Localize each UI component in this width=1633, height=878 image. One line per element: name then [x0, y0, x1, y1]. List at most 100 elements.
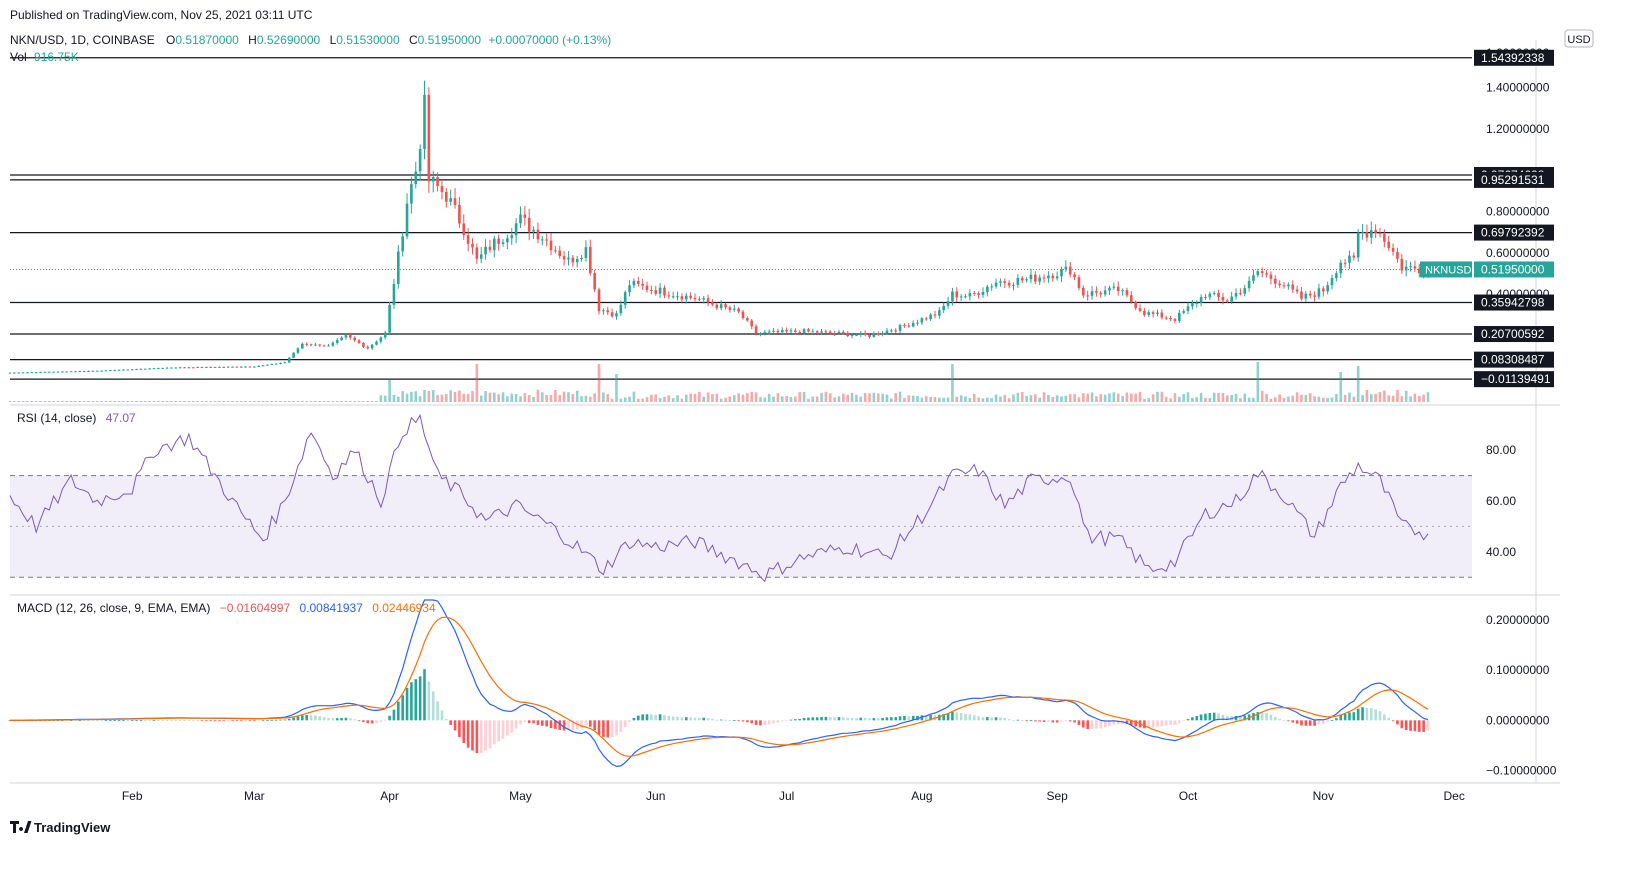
candle-body	[1304, 293, 1308, 299]
macd-histogram-bar	[65, 720, 69, 721]
candle-body	[514, 223, 518, 236]
volume-bar	[109, 401, 112, 402]
price-pane[interactable]: 1.40000000 1.20000000 0.80000000 0.60000000…	[8, 46, 1554, 402]
currency-button[interactable]	[1564, 29, 1594, 48]
tradingview-logo[interactable]: TradingView	[10, 820, 111, 835]
volume-bar	[1252, 397, 1255, 402]
macd-histogram-bar	[392, 709, 396, 721]
candle-body	[78, 371, 82, 373]
macd-histogram-bar	[344, 717, 348, 721]
candle-body	[824, 331, 828, 333]
macd-histogram-bar	[1330, 720, 1334, 721]
volume-bar	[606, 394, 610, 402]
volume-bar	[689, 393, 692, 402]
price-axis[interactable]: 1.40000000 1.20000000 0.80000000 0.60000000…	[1420, 46, 1554, 388]
macd-histogram-bar	[1130, 720, 1133, 726]
volume-bar	[427, 391, 431, 402]
candle-body	[994, 282, 998, 287]
candle-body	[209, 366, 213, 368]
macd-histogram-bar	[1012, 720, 1015, 721]
candle-body	[492, 238, 496, 251]
macd-histogram-bar	[143, 720, 147, 721]
candle-body	[1287, 284, 1290, 287]
candle-body	[1217, 292, 1220, 298]
volume-bar	[986, 397, 989, 402]
volume-bar	[916, 396, 919, 402]
candle-body	[702, 298, 706, 300]
candle-body	[226, 366, 230, 368]
macd-histogram-bar	[676, 716, 679, 721]
candle-body	[1073, 274, 1076, 278]
macd-histogram-bar	[645, 714, 649, 721]
volume-bar	[436, 395, 439, 402]
volume-bar	[1068, 394, 1072, 402]
macd-histogram-bar	[1164, 720, 1168, 726]
macd-histogram-bar	[833, 717, 836, 721]
macd-histogram-bar	[1195, 716, 1199, 721]
macd-histogram-bar	[846, 717, 850, 721]
volume-bar	[846, 394, 850, 402]
macd-histogram-bar	[475, 720, 479, 754]
candle-body	[711, 302, 714, 305]
rsi-tick-label: 40.00	[1486, 545, 1516, 559]
candle-body	[318, 344, 322, 346]
candle-body	[981, 291, 985, 295]
macd-axis[interactable]: 0.20000000 0.10000000 0.00000000 −0.1000000…	[1486, 613, 1557, 777]
volume-bar	[445, 394, 448, 402]
macd-histogram-bar	[1025, 720, 1028, 722]
macd-histogram-bar	[466, 720, 470, 748]
macd-histogram-bar	[335, 718, 339, 721]
candle-body	[536, 229, 540, 240]
macd-histogram-bar	[471, 720, 474, 751]
volume-bar	[401, 391, 404, 402]
candle-body	[501, 242, 505, 244]
candle-body	[693, 297, 697, 300]
macd-histogram-bar	[658, 714, 662, 721]
macd-histogram-bar	[772, 720, 775, 724]
macd-histogram-bar	[1077, 720, 1081, 725]
rsi-axis[interactable]: 80.00 60.00 40.00	[1486, 443, 1516, 559]
macd-pane[interactable]: 0.20000000 0.10000000 0.00000000 −0.1000000…	[8, 599, 1557, 777]
volume-bar	[257, 401, 261, 402]
macd-histogram-bar	[794, 719, 797, 721]
macd-histogram-bar	[890, 717, 893, 721]
level-price-label: 0.08308487	[1481, 353, 1545, 367]
macd-histogram-bar	[440, 710, 444, 721]
rsi-pane[interactable]: 80.00 60.00 40.00	[9, 413, 1516, 583]
volume-bar	[876, 393, 880, 402]
candle-body	[802, 329, 806, 334]
candle-body	[1095, 291, 1098, 293]
macd-histogram-bar	[82, 720, 86, 721]
time-tick-label: Apr	[380, 789, 399, 803]
volume-bar	[632, 391, 636, 402]
candle-body	[684, 295, 688, 300]
volume-bar	[968, 398, 972, 402]
candle-body	[811, 331, 815, 333]
candle-body	[405, 203, 409, 237]
volume-bar	[658, 397, 662, 402]
volume-bar	[1095, 396, 1098, 402]
macd-histogram-bar	[999, 717, 1002, 721]
macd-histogram-bar	[1103, 720, 1107, 728]
candle-body	[95, 370, 99, 372]
candle-body	[410, 184, 413, 204]
candle-body	[1313, 295, 1316, 297]
candle-body	[850, 334, 854, 337]
macd-histogram-bar	[126, 720, 130, 721]
macd-histogram-bar	[706, 718, 710, 721]
volume-bar	[1369, 394, 1373, 402]
time-axis[interactable]: Feb Mar Apr May Jun Jul Aug Sep Oct Nov Dec	[122, 789, 1465, 803]
macd-histogram-bar	[375, 720, 378, 723]
macd-histogram-bar	[95, 720, 99, 721]
candle-body	[1221, 297, 1225, 301]
volume-bar	[366, 401, 370, 402]
macd-histogram-bar	[689, 717, 692, 721]
volume-bar	[362, 401, 365, 402]
macd-histogram-bar	[270, 719, 274, 721]
macd-histogram-bar	[1239, 716, 1242, 721]
candle-body	[143, 368, 147, 370]
macd-histogram-bar	[1134, 720, 1137, 727]
candle-body	[17, 372, 21, 374]
volume-bar	[719, 398, 723, 402]
candle-body	[946, 301, 950, 306]
